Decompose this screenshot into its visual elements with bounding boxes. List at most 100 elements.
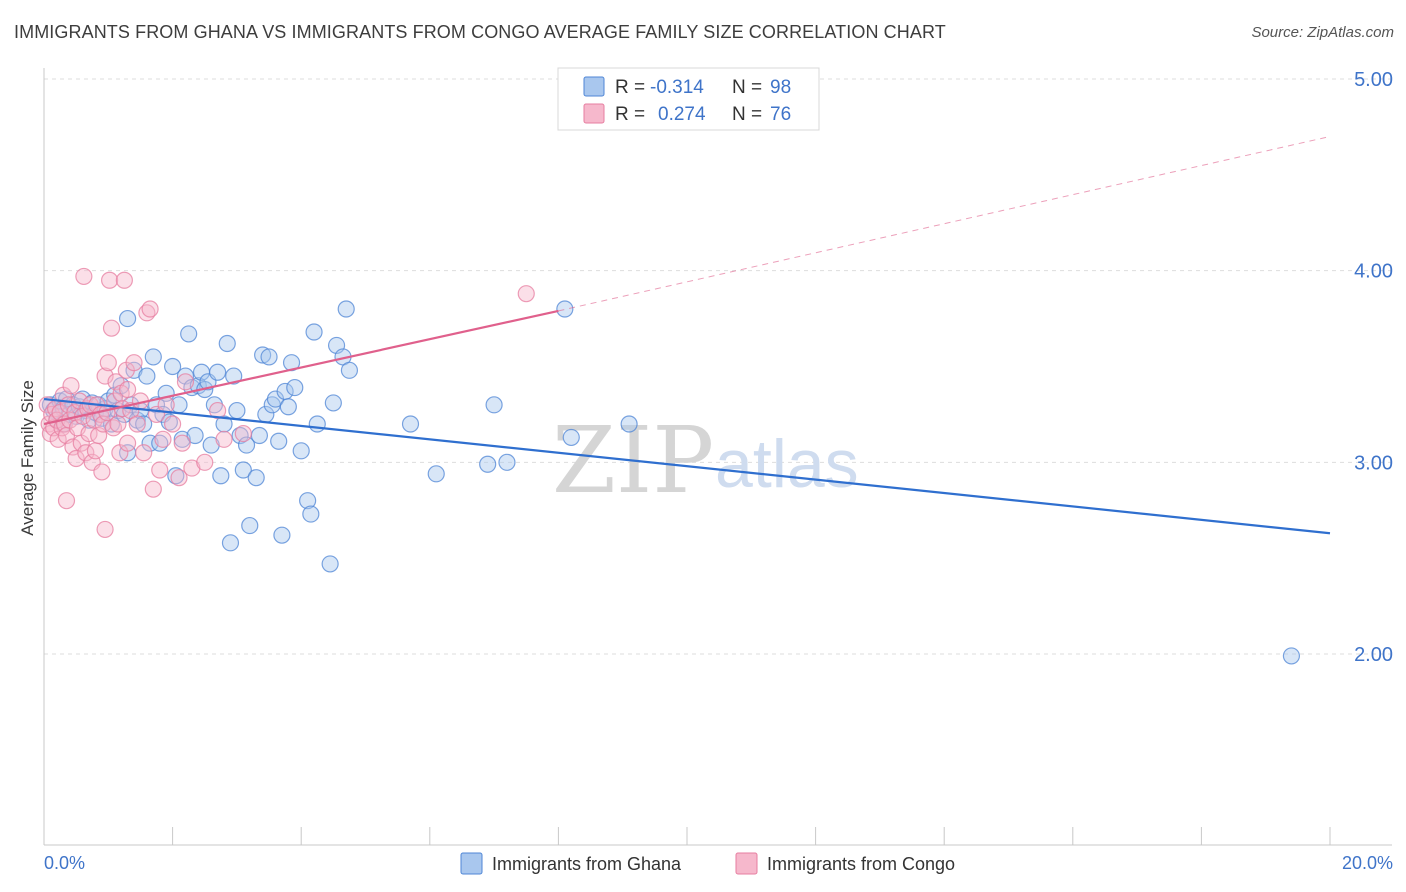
legend-congo-n-label: N = xyxy=(732,104,762,125)
watermark-atlas: atlas xyxy=(715,426,859,502)
ghana-point xyxy=(292,442,310,460)
congo-point xyxy=(234,424,252,443)
watermark: ZIP atlas xyxy=(552,407,859,514)
ghana-point xyxy=(270,432,288,450)
ghana-point xyxy=(305,323,323,341)
bottom-legend-ghana-swatch xyxy=(460,852,483,875)
congo-point xyxy=(57,492,76,510)
congo-point xyxy=(144,480,162,498)
ghana-point xyxy=(209,363,227,381)
ghana-point xyxy=(260,348,278,366)
legend-congo-r-value: 0.274 xyxy=(658,104,706,125)
ghana-point xyxy=(324,394,342,412)
legend-congo-r-label: R = xyxy=(615,104,645,125)
congo-point xyxy=(102,319,121,337)
congo-point xyxy=(99,354,117,372)
congo-point xyxy=(118,380,137,399)
congo-point xyxy=(62,377,80,395)
ghana-point xyxy=(218,334,236,353)
congo-point xyxy=(128,415,146,433)
ghana-point xyxy=(173,430,191,448)
ghana-point xyxy=(141,434,159,452)
congo-point xyxy=(75,267,93,286)
congo-point xyxy=(154,430,172,448)
ghana-point xyxy=(186,426,204,445)
congo-point xyxy=(164,415,182,433)
y-tick-label: 5.00 xyxy=(1354,69,1393,91)
congo-point xyxy=(151,461,169,479)
ghana-point xyxy=(241,516,259,535)
legend-congo-swatch xyxy=(583,103,605,124)
congo-trendline-extension xyxy=(558,136,1331,312)
y-axis-label: Average Family Size xyxy=(18,380,37,536)
congo-point xyxy=(135,444,153,462)
legend-ghana-n-value: 98 xyxy=(770,77,791,98)
y-tick-label: 4.00 xyxy=(1354,261,1393,283)
congo-point xyxy=(118,434,137,452)
legend-ghana-r-value: -0.314 xyxy=(650,77,704,98)
congo-point xyxy=(100,271,119,289)
congo-point xyxy=(115,271,133,289)
ghana-point xyxy=(299,492,317,510)
ghana-point xyxy=(302,505,320,523)
congo-point xyxy=(67,449,85,468)
legend-box: R = -0.314 N = 98 R = 0.274 N = 76 xyxy=(557,67,820,131)
bottom-legend-congo-label: Immigrants from Congo xyxy=(767,854,955,874)
congo-point xyxy=(109,415,127,433)
congo-point xyxy=(170,469,188,487)
congo-point xyxy=(176,373,195,391)
chart-source: Source: ZipAtlas.com xyxy=(1251,24,1394,41)
ghana-point xyxy=(498,453,516,471)
ghana-point xyxy=(1282,647,1301,665)
ghana-point xyxy=(556,300,574,318)
gridlines: 2.00 3.00 4.00 5.00 xyxy=(44,69,1393,666)
legend-ghana-r-label: R = xyxy=(615,77,645,98)
x-tick-label-min: 0.0% xyxy=(44,853,85,873)
ghana-point xyxy=(321,555,339,573)
congo-point xyxy=(215,430,233,448)
bottom-legend: Immigrants from Ghana Immigrants from Co… xyxy=(460,852,955,875)
ghana-point xyxy=(118,309,137,328)
trendlines xyxy=(43,136,1331,535)
ghana-point xyxy=(247,469,265,487)
ghana-point xyxy=(308,415,326,433)
ghana-point xyxy=(144,348,162,366)
ghana-point xyxy=(337,300,355,318)
ghana-point xyxy=(225,367,243,385)
ghana-point xyxy=(620,415,638,433)
ghana-point xyxy=(427,465,445,483)
y-tick-label: 2.00 xyxy=(1354,644,1393,666)
congo-point xyxy=(517,285,535,303)
legend-ghana-swatch xyxy=(583,76,605,97)
congo-point xyxy=(96,520,114,539)
ghana-point xyxy=(340,361,359,379)
x-tick-label-max: 20.0% xyxy=(1342,853,1393,873)
ghana-point xyxy=(401,415,420,433)
ghana-point xyxy=(135,415,153,433)
congo-trendline xyxy=(43,309,559,426)
ghana-point xyxy=(286,378,304,397)
bottom-legend-congo-swatch xyxy=(735,852,758,875)
congo-point xyxy=(96,367,114,385)
ghana-point xyxy=(279,398,297,416)
congo-point xyxy=(141,300,159,318)
congo-point xyxy=(125,354,143,372)
ghana-point xyxy=(254,346,272,364)
bottom-legend-ghana-label: Immigrants from Ghana xyxy=(492,854,682,874)
ghana-point xyxy=(180,325,198,343)
legend-congo-n-value: 76 xyxy=(770,104,791,125)
ghana-point xyxy=(228,401,246,420)
congo-point xyxy=(86,442,105,460)
y-tick-label: 3.00 xyxy=(1354,452,1393,474)
axes: 0.0% 20.0% xyxy=(43,68,1393,873)
ghana-point xyxy=(212,467,230,485)
ghana-point xyxy=(138,367,156,385)
ghana-point xyxy=(250,426,269,445)
ghana-point xyxy=(164,357,182,376)
congo-point xyxy=(93,463,111,481)
ghana-point xyxy=(221,534,240,552)
ghana-point xyxy=(234,461,252,479)
ghana-trendline xyxy=(43,397,1331,535)
ghana-point xyxy=(479,455,497,473)
